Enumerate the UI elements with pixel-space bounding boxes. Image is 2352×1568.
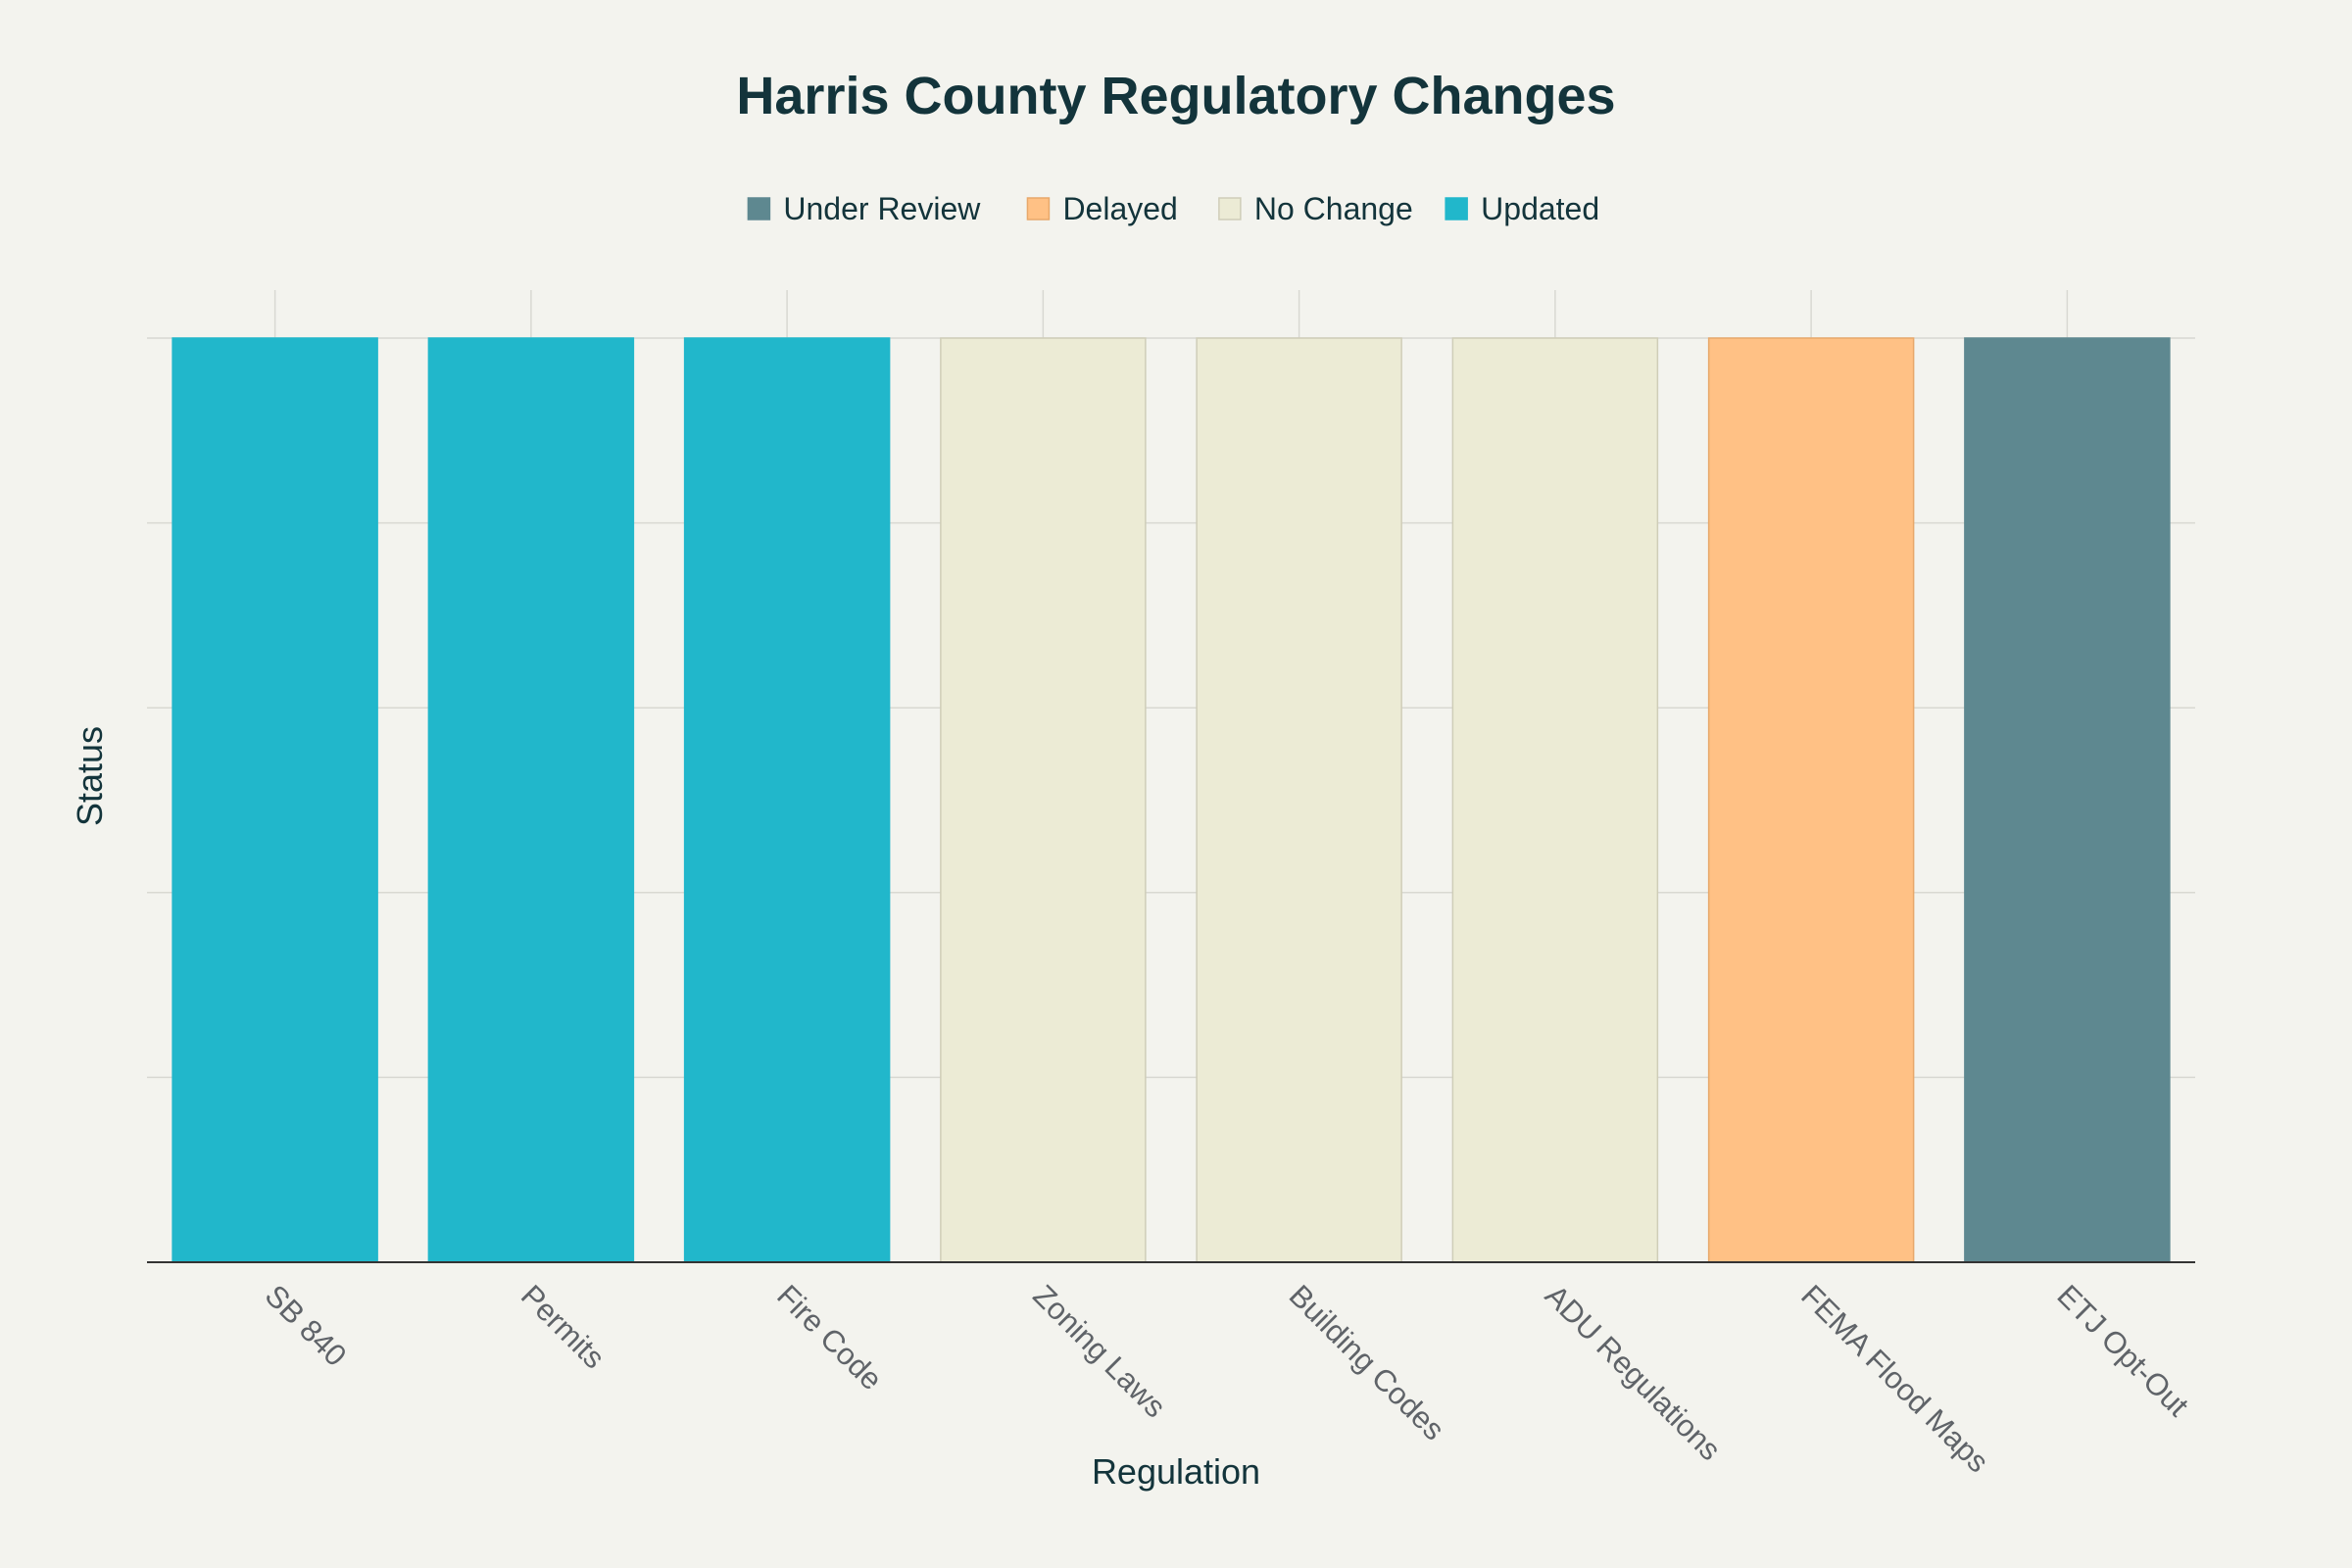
legend-swatch <box>747 197 771 220</box>
x-tick-label: Zoning Laws <box>1026 1278 1172 1424</box>
chart-title: Harris County Regulatory Changes <box>736 67 1615 125</box>
x-tick-label: Fire Code <box>770 1278 889 1396</box>
bar-sb-840[interactable] <box>172 337 378 1263</box>
bar-permits[interactable] <box>427 337 635 1263</box>
bar-building-codes[interactable] <box>1196 337 1402 1263</box>
legend-swatch <box>1218 197 1242 220</box>
legend-label: No Change <box>1254 191 1413 226</box>
bar-etj-opt-out[interactable] <box>1964 337 2171 1263</box>
bar-adu-regulations[interactable] <box>1451 337 1659 1263</box>
legend-label: Updated <box>1481 191 1599 226</box>
bar-fema-flood-maps[interactable] <box>1707 337 1915 1263</box>
x-tick-label: SB 840 <box>259 1278 354 1373</box>
legend-swatch <box>1445 197 1468 220</box>
legend-item-delayed[interactable]: Delayed <box>1026 191 1178 226</box>
bar-fire-code[interactable] <box>683 337 891 1263</box>
x-tick-label: FEMA Flood Maps <box>1794 1278 1995 1479</box>
y-axis-title: Status <box>70 726 110 826</box>
axes: SB 840 Permits Fire Code Zoning Laws Buildin… <box>147 1261 2195 1479</box>
bar-zoning-laws[interactable] <box>940 337 1147 1263</box>
x-axis-title: Regulation <box>1092 1451 1260 1492</box>
x-tick-label: ADU Regulations <box>1539 1278 1728 1467</box>
legend-swatch <box>1026 197 1051 220</box>
legend-item-no-change[interactable]: No Change <box>1218 191 1413 226</box>
x-tick-label: ETJ Opt-Out <box>2050 1278 2195 1423</box>
x-tick-label: Permits <box>514 1278 612 1375</box>
legend-item-updated[interactable]: Updated <box>1445 191 1599 226</box>
legend-item-under-review[interactable]: Under Review <box>747 191 981 226</box>
x-tick-label: Building Codes <box>1283 1278 1451 1446</box>
legend: Under Review Delayed No Change Updated <box>747 191 1599 226</box>
bars <box>172 337 2171 1263</box>
legend-label: Under Review <box>783 191 981 226</box>
legend-label: Delayed <box>1062 191 1177 226</box>
